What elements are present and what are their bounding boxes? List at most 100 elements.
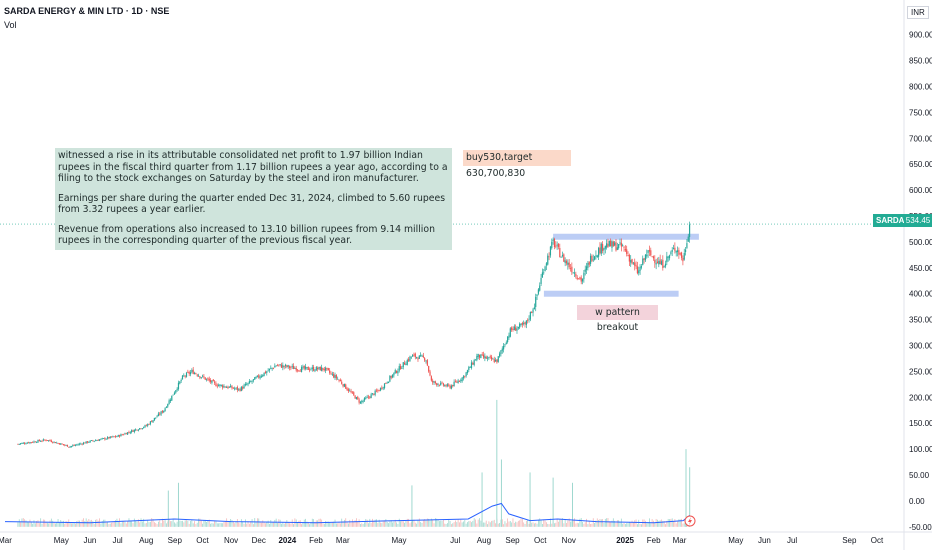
candle-body bbox=[120, 434, 122, 437]
pattern-note[interactable]: w pattern breakout bbox=[577, 305, 658, 333]
candle-body bbox=[548, 256, 550, 258]
candle-body bbox=[686, 243, 688, 248]
candle-body bbox=[381, 387, 383, 389]
candle-body bbox=[226, 387, 228, 389]
candle-body bbox=[80, 443, 82, 445]
candle-body bbox=[250, 381, 252, 383]
candle-body bbox=[480, 354, 482, 359]
trade-note[interactable]: buy530,target 630,700,830 bbox=[463, 150, 571, 179]
candle-body bbox=[188, 372, 190, 374]
news-note[interactable]: witnessed a rise in its attributable con… bbox=[55, 148, 452, 250]
candle-body bbox=[232, 387, 234, 389]
candle-body bbox=[219, 384, 221, 386]
candle-body bbox=[366, 396, 368, 398]
candle-body bbox=[379, 387, 382, 391]
candle-body bbox=[151, 421, 153, 423]
candle-body bbox=[591, 255, 593, 261]
candle-body bbox=[592, 259, 594, 261]
candle-body bbox=[446, 384, 449, 386]
candle-body bbox=[670, 252, 672, 254]
candle-body bbox=[94, 440, 97, 442]
lightning-icon bbox=[688, 517, 692, 525]
price-tick-label: 100.00 bbox=[909, 445, 932, 454]
candle-body bbox=[528, 318, 530, 320]
candle-body bbox=[533, 307, 535, 310]
candle-body bbox=[259, 376, 261, 379]
candle-body bbox=[244, 384, 246, 386]
resistance-band[interactable] bbox=[553, 233, 699, 240]
time-tick-label: Mar bbox=[673, 536, 687, 545]
candle-body bbox=[92, 440, 94, 442]
candle-body bbox=[77, 444, 79, 446]
candle-body bbox=[453, 381, 455, 387]
candle-body bbox=[314, 370, 316, 372]
chart-title[interactable]: SARDA ENERGY & MIN LTD · 1D · NSE bbox=[4, 6, 170, 16]
candle-body bbox=[644, 254, 647, 261]
candle-body bbox=[88, 442, 90, 443]
currency-badge[interactable]: INR bbox=[907, 6, 929, 19]
candle-body bbox=[288, 366, 291, 368]
candle-body bbox=[327, 368, 329, 371]
candle-body bbox=[133, 429, 135, 432]
candle-body bbox=[664, 263, 667, 267]
candle-body bbox=[263, 372, 265, 376]
candle-body bbox=[353, 392, 355, 395]
candle-body bbox=[421, 355, 423, 357]
candle-body bbox=[374, 390, 376, 395]
candle-body bbox=[44, 439, 46, 441]
time-tick-label: Aug bbox=[477, 536, 491, 545]
candle-body bbox=[279, 364, 281, 366]
candle-body bbox=[175, 390, 177, 393]
candle-body bbox=[581, 278, 584, 282]
candle-body bbox=[52, 442, 54, 444]
candle-body bbox=[165, 407, 168, 408]
candle-body bbox=[413, 354, 415, 356]
price-tick-label: 850.00 bbox=[909, 57, 932, 66]
candle-body bbox=[53, 441, 55, 443]
candle-body bbox=[660, 261, 663, 265]
candle-body bbox=[624, 248, 626, 251]
level-bands[interactable] bbox=[543, 233, 699, 297]
candle-body bbox=[18, 443, 20, 445]
candle-body bbox=[167, 404, 169, 407]
candle-body bbox=[68, 446, 70, 448]
candle-body bbox=[224, 386, 226, 388]
candle-body bbox=[248, 381, 250, 384]
candle-body bbox=[575, 273, 577, 277]
news-paragraph: Revenue from operations also increased t… bbox=[58, 223, 435, 247]
candle-body bbox=[607, 244, 609, 248]
time-tick-label: Oct bbox=[871, 536, 884, 545]
candle-body bbox=[430, 376, 432, 381]
candle-body bbox=[583, 272, 585, 280]
support-band[interactable] bbox=[543, 290, 679, 297]
price-axis-ticks[interactable]: 900.00 850.00 800.00 750.00 700.00 650.00 600.… bbox=[909, 31, 932, 532]
candle-body bbox=[207, 378, 209, 380]
candle-body bbox=[153, 417, 155, 421]
candle-body bbox=[223, 386, 225, 388]
candle-body bbox=[231, 386, 233, 389]
candle-body bbox=[61, 443, 63, 445]
candle-body bbox=[218, 385, 220, 387]
candle-body bbox=[17, 443, 19, 445]
candle-body bbox=[201, 375, 204, 377]
price-tick-label: 50.00 bbox=[909, 471, 930, 480]
candle-body bbox=[255, 377, 257, 379]
candle-body bbox=[117, 435, 119, 437]
candle-body bbox=[659, 259, 661, 265]
candle-body bbox=[545, 263, 548, 266]
candle-body bbox=[157, 413, 160, 417]
candle-body bbox=[272, 368, 275, 369]
candle-body bbox=[587, 262, 589, 268]
candle-body bbox=[343, 383, 345, 387]
candle-body bbox=[29, 442, 31, 444]
candle-body bbox=[386, 382, 388, 384]
time-axis-ticks[interactable]: Mar May Jun Jul Aug Sep Oct Nov Dec 2024 Feb Mar May… bbox=[0, 536, 884, 545]
candle-body bbox=[299, 370, 301, 372]
replay-marker[interactable] bbox=[684, 515, 696, 527]
candle-body bbox=[152, 420, 154, 423]
candle-body bbox=[350, 391, 352, 393]
price-tick-label: 450.00 bbox=[909, 264, 932, 273]
candle-body bbox=[49, 439, 51, 441]
candle-body bbox=[438, 384, 440, 386]
